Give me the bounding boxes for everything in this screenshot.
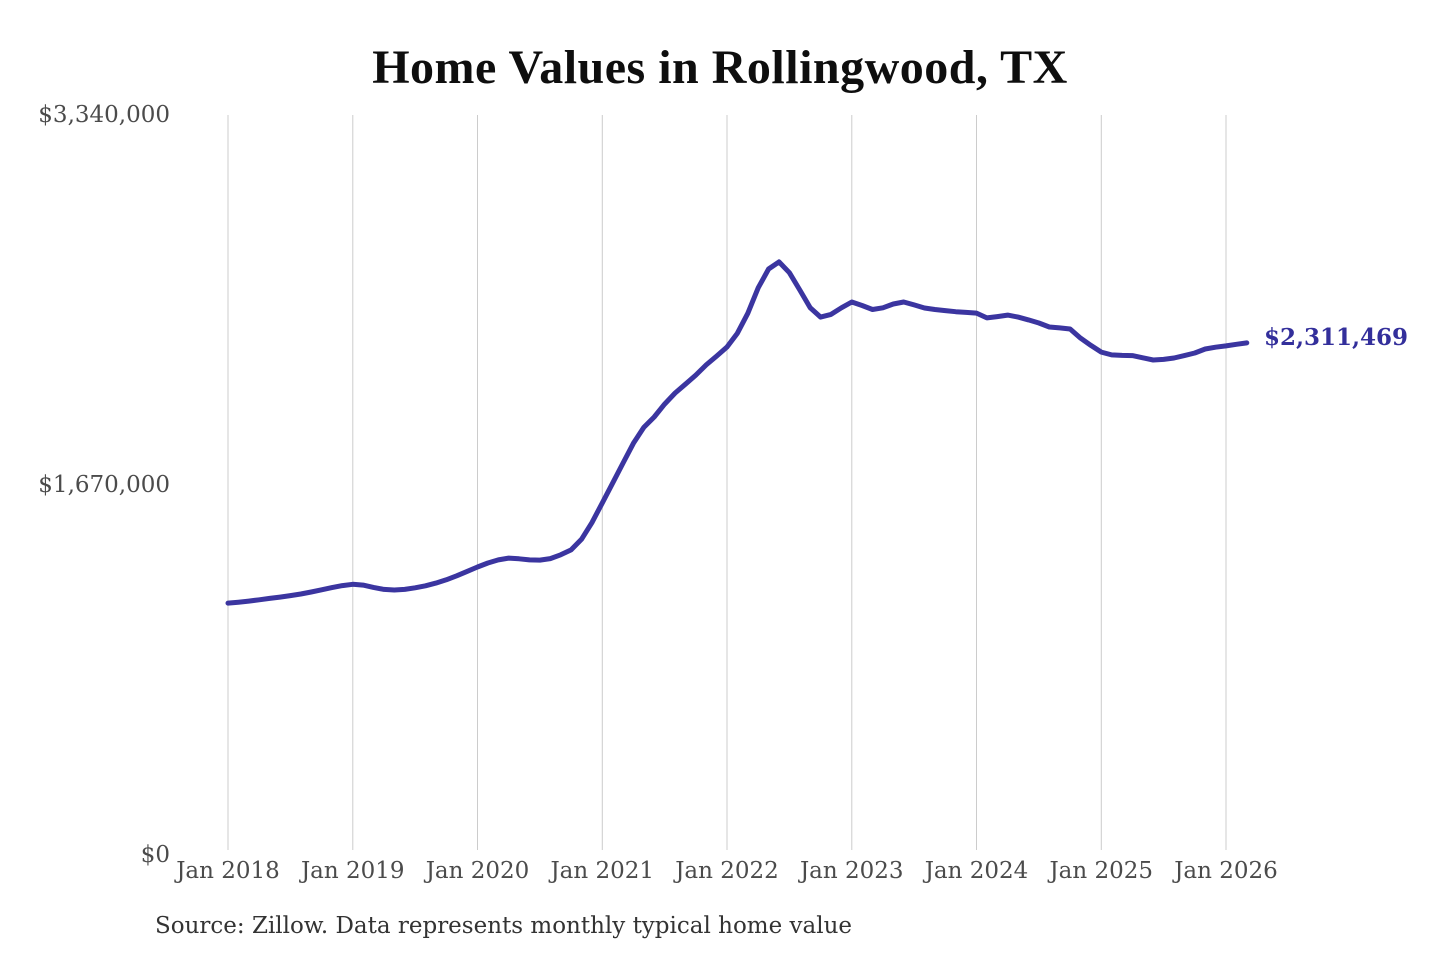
x-axis-tick-label: Jan 2021: [550, 858, 655, 884]
source-note: Source: Zillow. Data represents monthly …: [155, 913, 853, 939]
home-value-series-line: [225, 259, 1250, 606]
vertical-gridlines: [227, 115, 1227, 850]
x-axis-tick-label: Jan 2023: [799, 858, 904, 884]
chart-title: Home Values in Rollingwood, TX: [372, 41, 1068, 94]
x-axis-tick-label: Jan 2026: [1174, 858, 1278, 884]
x-axis-tick-label: Jan 2019: [300, 858, 405, 884]
y-axis-tick-label: $0: [140, 842, 170, 868]
x-axis-tick-label: Jan 2022: [675, 858, 779, 884]
y-axis-tick-label: $1,670,000: [38, 472, 170, 498]
x-axis-tick-label: Jan 2018: [176, 858, 280, 884]
x-axis-tick-label: Jan 2024: [924, 858, 1029, 884]
y-axis-tick-label: $3,340,000: [38, 102, 170, 128]
latest-value-label: $2,311,469: [1264, 324, 1409, 351]
x-axis-tick-label: Jan 2020: [425, 858, 530, 884]
x-axis-tick-label: Jan 2025: [1049, 858, 1154, 884]
